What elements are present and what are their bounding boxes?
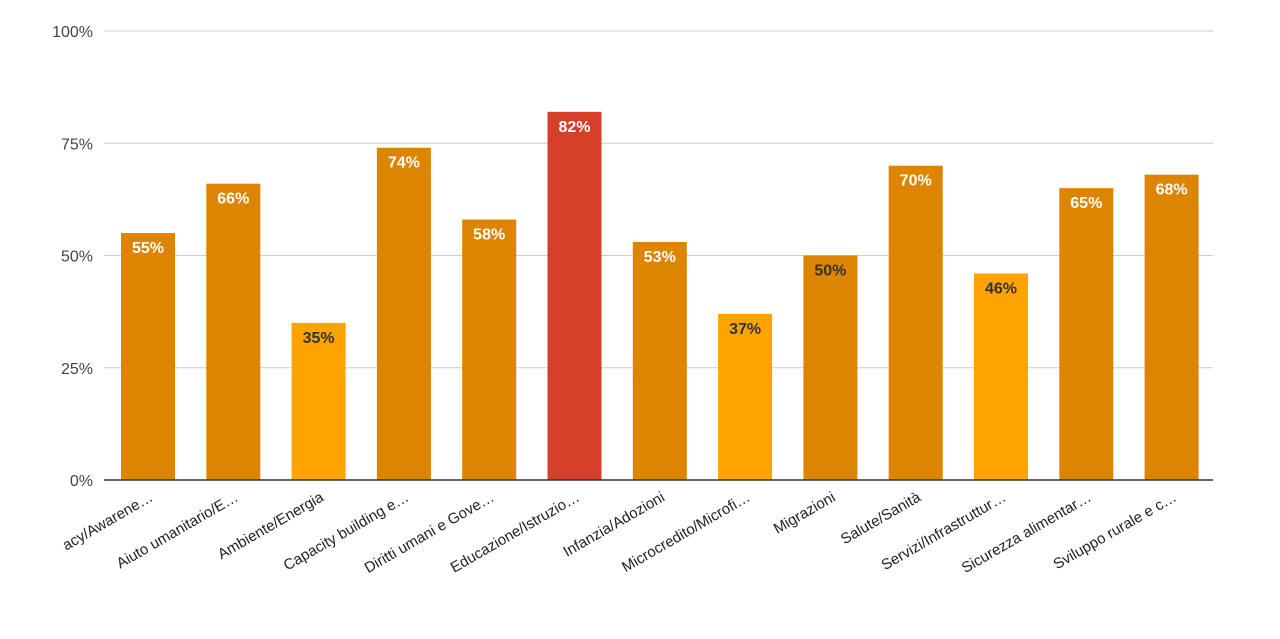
x-tick-label: Migrazioni (771, 489, 839, 538)
data-label: 65% (1070, 195, 1102, 212)
data-label: 55% (132, 240, 164, 257)
bar (888, 165, 943, 480)
data-label: 70% (900, 173, 932, 190)
bar (1059, 188, 1114, 480)
data-label: 35% (303, 330, 335, 347)
bar (803, 255, 858, 480)
data-label: 46% (985, 280, 1017, 297)
y-tick-label: 50% (61, 249, 93, 266)
data-label: 50% (814, 263, 846, 280)
y-tick-label: 25% (61, 361, 93, 378)
data-label: 53% (644, 249, 676, 266)
y-axis: 0% 25% 50% 75% 100% (52, 24, 93, 490)
y-tick-label: 100% (52, 24, 93, 41)
y-tick-label: 75% (61, 136, 93, 153)
data-label: 58% (473, 227, 505, 244)
data-labels: 55% 66% 35% 74% 58% 82% 53% 37% 50% 70% 46% 65% 68% (132, 119, 1188, 347)
data-label: 37% (729, 321, 761, 338)
bar (974, 273, 1028, 480)
bar (291, 322, 346, 480)
data-label: 82% (558, 119, 590, 136)
bar (632, 242, 687, 480)
bar (462, 219, 517, 480)
data-label: 68% (1156, 182, 1188, 199)
bar (718, 313, 773, 480)
y-tick-label: 0% (70, 473, 93, 490)
bar (121, 233, 175, 480)
bar (206, 183, 261, 480)
x-axis: acy/Awarene…Aiuto umanitario/E…Ambiente/… (60, 488, 1180, 576)
data-label: 74% (388, 155, 420, 172)
bar (547, 111, 602, 480)
bar (1144, 174, 1199, 480)
data-label: 66% (217, 191, 249, 208)
bar (376, 147, 431, 481)
bars (121, 111, 1199, 481)
